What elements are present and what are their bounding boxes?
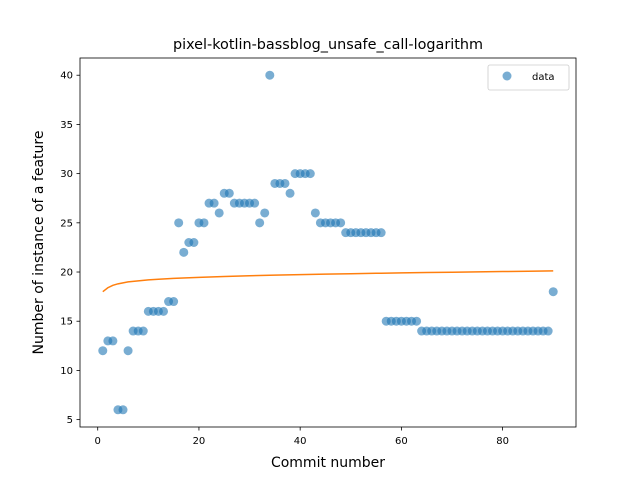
plot-area [80, 58, 576, 427]
x-tick-label: 80 [496, 436, 509, 447]
y-tick-label: 10 [60, 366, 73, 377]
data-point [280, 178, 290, 188]
data-point [174, 218, 184, 228]
data-point [118, 405, 128, 415]
x-tick-label: 0 [95, 436, 101, 447]
legend-frame [487, 64, 570, 91]
fit-line [102, 270, 554, 293]
y-tick-label: 5 [67, 415, 73, 426]
data-points-series [98, 70, 558, 415]
x-axis-label: Commit number [271, 455, 385, 471]
data-point [159, 306, 169, 316]
y-tick-label: 35 [60, 120, 73, 131]
y-tick-label: 25 [60, 218, 73, 229]
y-tick-label: 20 [60, 268, 73, 279]
data-point [285, 188, 295, 198]
y-axis-label: Number of instance of a feature [31, 131, 47, 355]
y-tick-label: 15 [60, 317, 73, 328]
y-tick-label: 30 [60, 169, 73, 180]
x-tick-label: 20 [193, 436, 206, 447]
x-axis-ticks: 0 20 40 60 80 [95, 427, 509, 447]
data-point [138, 326, 148, 336]
data-point [209, 198, 219, 208]
fit-line-series [102, 270, 554, 293]
legend-marker-data [502, 71, 512, 81]
legend-label-data: data [532, 72, 555, 83]
chart-title: pixel-kotlin-bassblog_unsafe_call-logari… [173, 37, 483, 53]
data-point [310, 208, 320, 218]
data-point [548, 287, 558, 297]
data-point [260, 208, 270, 218]
data-point [108, 336, 118, 346]
data-point [189, 238, 199, 247]
data-point [199, 218, 209, 228]
y-tick-label: 40 [60, 71, 73, 82]
data-point [255, 218, 265, 228]
data-point [265, 70, 275, 80]
data-point [98, 346, 108, 356]
data-point [224, 188, 234, 198]
data-point [214, 208, 224, 218]
data-point [179, 247, 189, 257]
x-tick-label: 60 [395, 436, 408, 447]
data-point [376, 228, 386, 238]
data-point [123, 346, 133, 356]
data-point [412, 316, 422, 326]
data-point [543, 326, 553, 336]
y-axis-ticks: 5 10 15 20 25 30 35 40 [60, 71, 80, 426]
axes-background [80, 58, 576, 427]
data-point [336, 218, 346, 228]
data-point [169, 297, 179, 307]
axes-frame [79, 57, 577, 428]
legend: data [487, 64, 570, 91]
data-point [250, 198, 260, 208]
x-tick-label: 40 [294, 436, 307, 447]
data-point [305, 169, 315, 179]
